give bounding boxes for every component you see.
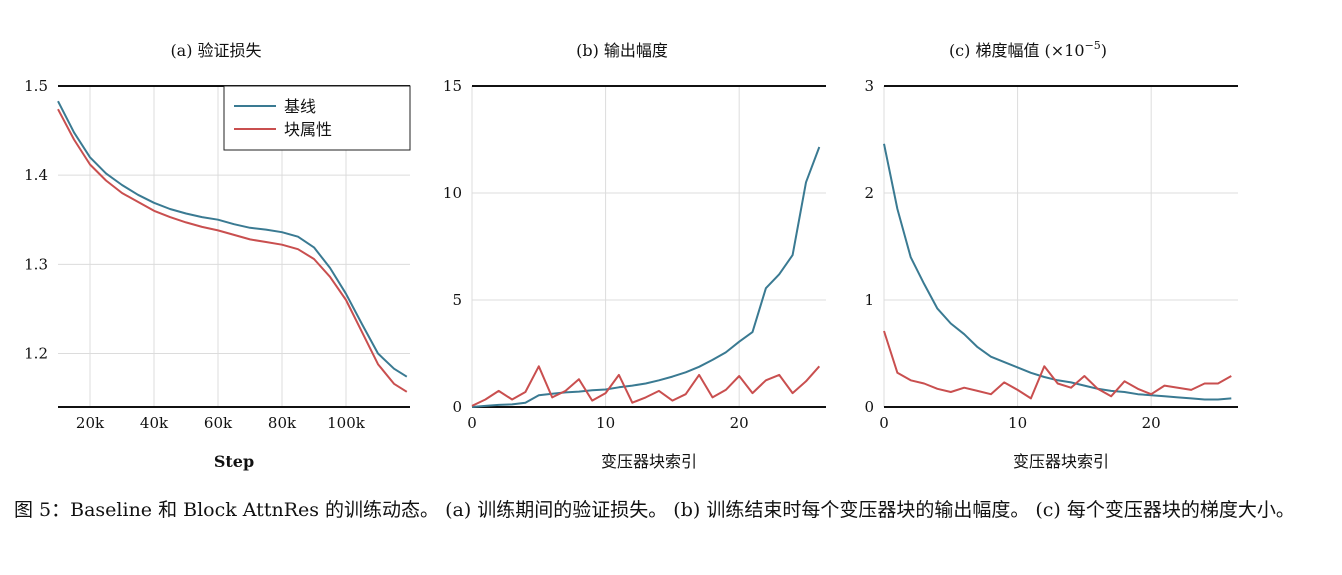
x-axis-label: Step: [214, 452, 254, 471]
x-tick-label: 100k: [327, 414, 366, 432]
series-line-2: [57, 108, 408, 393]
x-tick-label: 60k: [204, 414, 233, 432]
series-line-1: [57, 100, 408, 378]
series-line-2: [471, 365, 821, 407]
y-tick-label: 0: [864, 398, 874, 416]
legend-label: 块属性: [284, 120, 332, 139]
x-tick-label: 20: [730, 414, 749, 432]
x-tick-label: 0: [879, 414, 889, 432]
chart-title-close: ): [1101, 41, 1107, 60]
chart-panel-1: 20k 40k 60k 80k 100k 1.2 1.3 1.4 1.5 (a) 验证损失 Step…: [24, 41, 411, 471]
legend-label: 基线: [284, 97, 316, 116]
y-tick-label: 1.5: [24, 77, 48, 95]
series-line-2: [883, 330, 1232, 400]
x-tick-label: 40k: [140, 414, 169, 432]
chart-title-text: (b) 输出幅度: [576, 41, 668, 60]
legend-box: [223, 85, 411, 151]
x-tick-label: 80k: [268, 414, 297, 432]
y-tick-label: 2: [864, 184, 874, 202]
chart-title: (c) 梯度幅值 (×10−5): [949, 39, 1107, 60]
x-tick-label: 20: [1142, 414, 1161, 432]
y-tick-label: 15: [443, 77, 462, 95]
x-axis-label: 变压器块索引: [601, 452, 697, 471]
y-tick-label: 1: [864, 291, 874, 309]
figure: 20k 40k 60k 80k 100k 1.2 1.3 1.4 1.5 (a) 验证损失 Step…: [24, 39, 1238, 471]
y-tick-label: 3: [864, 77, 874, 95]
chart-title-text: (c) 梯度幅值 (×10: [949, 41, 1085, 60]
x-tick-label: 20k: [76, 414, 105, 432]
y-tick-label: 1.2: [24, 345, 48, 363]
y-tick-label: 5: [452, 291, 462, 309]
x-axis-label: 变压器块索引: [1013, 452, 1109, 471]
chart-title: (b) 输出幅度: [576, 41, 668, 60]
y-tick-label: 1.4: [24, 166, 48, 184]
y-tick-label: 1.3: [24, 255, 48, 273]
chart-title-exponent: −5: [1085, 39, 1101, 52]
figure-caption: 图 5：Baseline 和 Block AttnRes 的训练动态。 (a) …: [14, 499, 1295, 521]
series-line-1: [883, 143, 1232, 401]
x-tick-label: 10: [1008, 414, 1027, 432]
chart-title: (a) 验证损失: [170, 41, 261, 60]
chart-panel-3: 0 10 20 0 1 2 3 (c) 梯度幅值 (×10−5) 变压器块索引: [864, 39, 1238, 471]
x-tick-label: 10: [596, 414, 615, 432]
series-line-1: [471, 146, 821, 408]
chart-title-text: (a) 验证损失: [170, 41, 261, 60]
y-tick-label: 10: [443, 184, 462, 202]
x-tick-label: 0: [467, 414, 477, 432]
y-tick-label: 0: [452, 398, 462, 416]
